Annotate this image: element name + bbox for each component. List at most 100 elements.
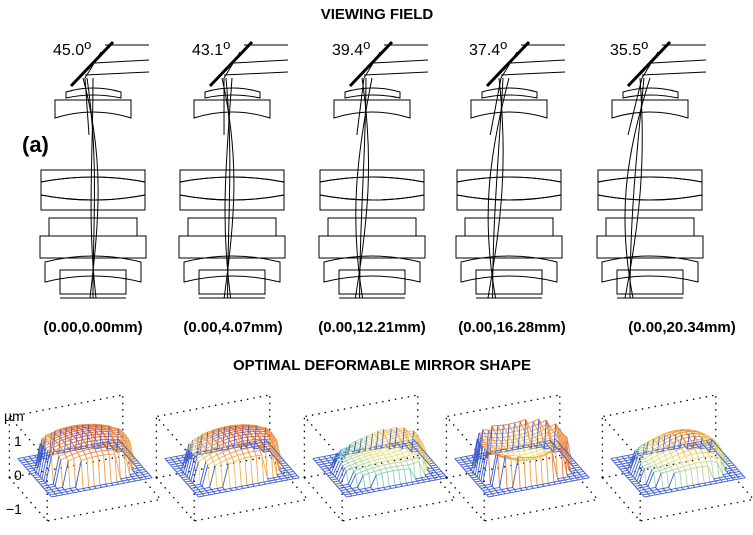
surface-mesh-line: [381, 471, 388, 474]
surface-mesh-line: [353, 458, 360, 462]
surface-mesh-line: [198, 457, 205, 463]
surface-mesh-line: [216, 432, 223, 436]
surface-mesh-line: [51, 445, 54, 448]
surface-mesh-line: [75, 425, 78, 451]
surface-mesh-line: [351, 494, 358, 497]
surface-mesh-line: [56, 452, 60, 457]
surface-mesh-line: [97, 454, 104, 457]
mirror-surface-plot-3: [303, 394, 457, 522]
surface-mesh-line: [690, 467, 697, 470]
surface-mesh-line: [523, 450, 527, 455]
surface-mesh-line: [741, 473, 744, 476]
surface-mesh-line: [190, 447, 197, 453]
surface-mesh-line: [534, 425, 538, 430]
surface-mesh-line: [381, 452, 385, 456]
surface-mesh-line: [471, 476, 478, 479]
field-coordinate-label: (0.00,20.34mm): [628, 319, 736, 336]
surface-mesh-line: [86, 427, 93, 430]
surface-mesh-line: [722, 480, 729, 483]
surface-mesh-line: [647, 440, 651, 443]
surface-mesh-line: [88, 436, 95, 439]
surface-mesh-line: [514, 420, 521, 424]
surface-mesh-line: [418, 448, 422, 453]
lens-element-4b: [39, 235, 147, 259]
surface-mesh-line: [205, 431, 212, 435]
surface-mesh-line: [34, 455, 37, 458]
surface-mesh-line: [120, 442, 123, 447]
surface-mesh-line: [342, 462, 349, 467]
surface-mesh-line: [363, 436, 369, 441]
surface-mesh-line: [243, 451, 249, 455]
surface-mesh-line: [122, 431, 125, 434]
surface-mesh-line: [458, 461, 465, 464]
surface-mesh-line: [662, 437, 669, 441]
field-angle-unit: o: [84, 37, 91, 52]
surface-mesh-line: [194, 442, 201, 447]
surface-mesh-line: [394, 430, 401, 433]
surface-mesh-line: [698, 482, 705, 485]
surface-mesh-line: [638, 448, 645, 453]
surface-mesh-line: [363, 492, 369, 495]
surface-mesh-line: [120, 448, 123, 452]
surface-mesh-line: [50, 456, 54, 485]
surface-mesh-line: [621, 454, 628, 457]
field-angle-unit: o: [500, 37, 507, 52]
lens-element-4a: [464, 217, 554, 237]
surface-mesh-line: [316, 461, 323, 464]
surface-mesh-line: [120, 434, 127, 437]
surface-mesh-line: [243, 486, 249, 489]
surface-mesh-line: [642, 493, 649, 496]
surface-mesh-line: [106, 425, 110, 450]
surface-mesh-line: [673, 472, 677, 489]
surface-mesh-line: [340, 452, 347, 456]
surface-mesh-line: [370, 453, 377, 456]
surface-mesh-line: [398, 436, 401, 440]
surface-mesh-line: [388, 453, 392, 457]
surface-mesh-line: [659, 468, 666, 472]
surface-mesh-line: [527, 458, 534, 461]
surface-mesh-line: [373, 471, 377, 476]
surface-mesh-line: [651, 489, 658, 492]
surface-mesh-line: [467, 457, 474, 460]
surface-mesh-line: [278, 461, 281, 465]
surface-mesh-line: [720, 449, 724, 453]
surface-mesh-line: [79, 428, 82, 431]
surface-mesh-line: [519, 434, 523, 438]
surface-mesh-line: [207, 438, 214, 442]
surface-mesh-line: [88, 438, 91, 442]
field-angle-unit: o: [363, 37, 370, 52]
surface-mesh-line: [677, 440, 681, 445]
surface-mesh-line: [515, 426, 519, 432]
surface-mesh-line: [396, 441, 403, 444]
surface-mesh-line: [551, 429, 555, 433]
surface-mesh-line: [676, 486, 682, 489]
surface-mesh-line: [241, 447, 248, 451]
surface-mesh-line: [227, 464, 231, 489]
surface-mesh-line: [640, 453, 643, 457]
surface-mesh-line: [722, 452, 729, 467]
surface-mesh-line: [685, 429, 688, 431]
surface-mesh-line: [562, 447, 566, 451]
deformable-mirror: [348, 40, 394, 88]
surface-mesh-line: [389, 484, 396, 487]
surface-mesh-line: [114, 454, 118, 483]
surface-mesh-line: [111, 481, 117, 484]
surface-mesh-line: [694, 461, 701, 464]
surface-mesh-line: [653, 491, 660, 494]
surface-mesh-line: [434, 468, 440, 471]
lens-element-4a: [327, 217, 417, 237]
surface-mesh-line: [527, 421, 534, 425]
surface-mesh-line: [350, 492, 356, 495]
ray-trace: [354, 77, 370, 299]
surface-mesh-line: [112, 427, 116, 430]
surface-mesh-line: [568, 468, 571, 472]
surface-mesh-line: [536, 483, 543, 486]
viewing-field-header: VIEWING FIELD: [321, 6, 434, 23]
surface-mesh-line: [241, 429, 247, 431]
surface-mesh-line: [214, 462, 222, 467]
surface-mesh-line: [267, 433, 274, 436]
surface-mesh-line: [401, 465, 405, 470]
surface-mesh-line: [263, 480, 270, 483]
surface-mesh-line: [715, 479, 722, 482]
surface-mesh-line: [547, 434, 551, 438]
